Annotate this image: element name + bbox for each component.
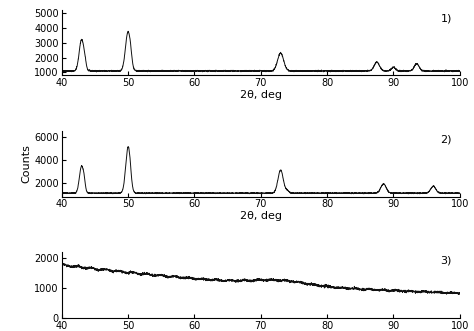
Y-axis label: Counts: Counts (21, 144, 31, 183)
Text: 2): 2) (440, 134, 452, 144)
X-axis label: 2θ, deg: 2θ, deg (240, 90, 282, 100)
Text: 1): 1) (440, 13, 452, 23)
X-axis label: 2θ, deg: 2θ, deg (240, 211, 282, 221)
Text: 3): 3) (440, 256, 452, 265)
